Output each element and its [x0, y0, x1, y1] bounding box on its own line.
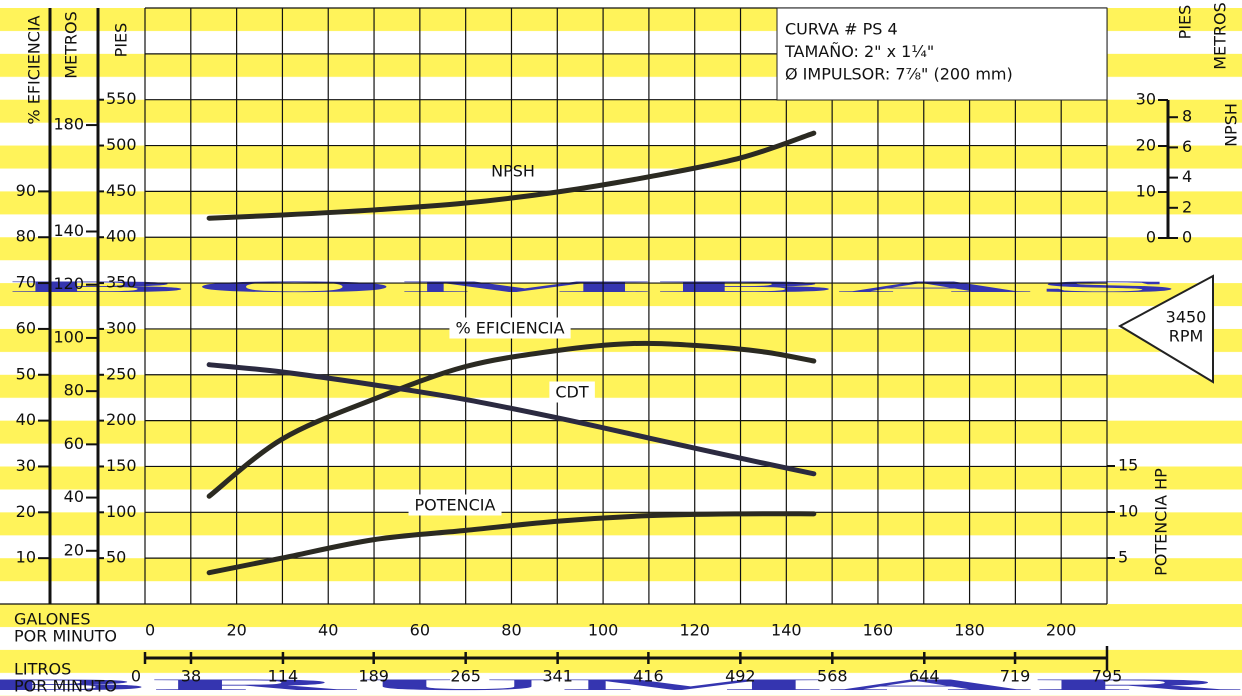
x2-axis-title: POR MINUTO [14, 677, 117, 696]
annotation: CURVA # PS 4 [785, 20, 898, 39]
axis-tick-label: 60 [64, 434, 84, 453]
watermark: BOMBAS [8, 279, 1185, 296]
speed-value: 3450 [1166, 308, 1207, 327]
x2-tick-label: 189 [358, 667, 389, 686]
x2-tick-label: 341 [542, 667, 573, 686]
y-tick-label: 350 [106, 273, 137, 292]
x-tick-label: 20 [226, 621, 246, 640]
x-tick-label: 60 [410, 621, 430, 640]
axis-tick-label: 0 [1146, 228, 1156, 247]
curve-label: CDT [555, 383, 588, 402]
axis-tick-label: 30 [1136, 90, 1156, 109]
curve-label: NPSH [491, 162, 535, 181]
axis-title: METROS [1211, 2, 1230, 70]
axis-title: PIES [1176, 5, 1195, 40]
curve-label: % EFICIENCIA [455, 319, 564, 338]
axis-tick-label: 140 [53, 221, 84, 240]
axis-tick-label: 10 [1136, 182, 1156, 201]
axis-tick-label: 10 [1118, 502, 1138, 521]
curve-label-bg [549, 381, 595, 403]
curve [206, 340, 817, 499]
plot: CURVA # PS 4 TAMAÑO: 2" x 1¼" Ø IMPULSOR: … [14, 2, 1241, 695]
curve [206, 130, 817, 221]
y-tick-label: 450 [106, 181, 137, 200]
x-tick-label: 140 [771, 621, 802, 640]
x2-tick-label: 0 [131, 667, 141, 686]
y-tick-label: 400 [106, 227, 137, 246]
axis-tick-label: 30 [16, 456, 36, 475]
axis-tick-label: 80 [16, 227, 36, 246]
axis-tick-label: 20 [1136, 136, 1156, 155]
annotation: Ø IMPULSOR: 7⅞" (200 mm) [785, 65, 1013, 84]
y-tick-label: 250 [106, 364, 137, 383]
x2-tick-label: 795 [1092, 667, 1123, 686]
x2-tick-label: 114 [268, 667, 299, 686]
speed-triangle [1117, 274, 1214, 384]
axis-title: NPSH [1222, 103, 1241, 147]
x-axis-title: GALONES [14, 610, 91, 629]
x-tick-label: 40 [318, 621, 338, 640]
axis-tick-label: 180 [53, 115, 84, 134]
axis-tick-label: 0 [1182, 228, 1192, 247]
axis-tick-label: 90 [16, 181, 36, 200]
x2-axis-title: LITROS [14, 660, 71, 679]
axis-tick-label: 20 [64, 540, 84, 559]
curve [206, 362, 817, 477]
x2-tick-label: 568 [817, 667, 848, 686]
axis-tick-label: 4 [1182, 167, 1192, 186]
y-axis-title: PIES [112, 23, 131, 58]
curve [206, 511, 817, 576]
annotation: TAMAÑO: 2" x 1¼" [784, 42, 934, 61]
x2-tick-label: 265 [450, 667, 481, 686]
y-tick-label: 100 [106, 502, 137, 521]
x2-tick-label: 644 [909, 667, 940, 686]
x-axis-title: POR MINUTO [14, 627, 117, 646]
y-tick-label: 50 [106, 548, 126, 567]
axis-title: % EFICIENCIA [25, 15, 44, 124]
watermark: BRUMAR [0, 677, 1242, 694]
y-tick-label: 200 [106, 410, 137, 429]
x-tick-label: 160 [863, 621, 894, 640]
axis-tick-label: 40 [16, 410, 36, 429]
x2-tick-label: 38 [181, 667, 201, 686]
axis-tick-label: 20 [16, 502, 36, 521]
info-box [776, 7, 1108, 101]
axis-tick-label: 5 [1118, 548, 1128, 567]
axis-tick-label: 50 [16, 364, 36, 383]
x-tick-label: 100 [588, 621, 619, 640]
speed-unit: RPM [1169, 327, 1204, 346]
axis-tick-label: 8 [1182, 107, 1192, 126]
y-tick-label: 500 [106, 135, 137, 154]
axis-title: POTENCIA HP [1152, 468, 1171, 576]
axis-tick-label: 10 [16, 548, 36, 567]
axis-title: METROS [62, 11, 81, 79]
x-tick-label: 120 [679, 621, 710, 640]
axis-tick-label: 2 [1182, 197, 1192, 216]
axis-tick-label: 100 [53, 327, 84, 346]
y-tick-label: 300 [106, 318, 137, 337]
axis-tick-label: 40 [64, 487, 84, 506]
curve-label: POTENCIA [415, 496, 496, 515]
x2-tick-label: 492 [725, 667, 756, 686]
y-tick-label: 150 [106, 456, 137, 475]
x-tick-label: 200 [1046, 621, 1077, 640]
x2-tick-label: 416 [633, 667, 664, 686]
x-tick-label: 80 [501, 621, 521, 640]
x2-tick-label: 719 [1000, 667, 1031, 686]
axis-tick-label: 80 [64, 381, 84, 400]
axis-tick-label: 120 [53, 274, 84, 293]
x-tick-label: 0 [145, 621, 155, 640]
axis-tick-label: 6 [1182, 137, 1192, 156]
axis-tick-label: 70 [16, 273, 36, 292]
curve-label-bg [408, 494, 502, 516]
x-tick-label: 180 [954, 621, 985, 640]
y-tick-label: 550 [106, 89, 137, 108]
axis-tick-label: 15 [1118, 456, 1138, 475]
axis-tick-label: 60 [16, 318, 36, 337]
curve-label-bg [449, 317, 571, 339]
